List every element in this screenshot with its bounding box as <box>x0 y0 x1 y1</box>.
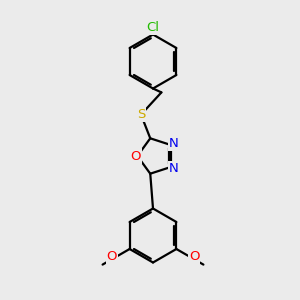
Text: S: S <box>137 108 145 121</box>
Text: O: O <box>131 149 141 163</box>
Text: Cl: Cl <box>146 21 160 34</box>
Text: N: N <box>169 162 179 175</box>
Text: O: O <box>107 250 117 263</box>
Text: N: N <box>169 137 179 150</box>
Text: O: O <box>189 250 199 263</box>
